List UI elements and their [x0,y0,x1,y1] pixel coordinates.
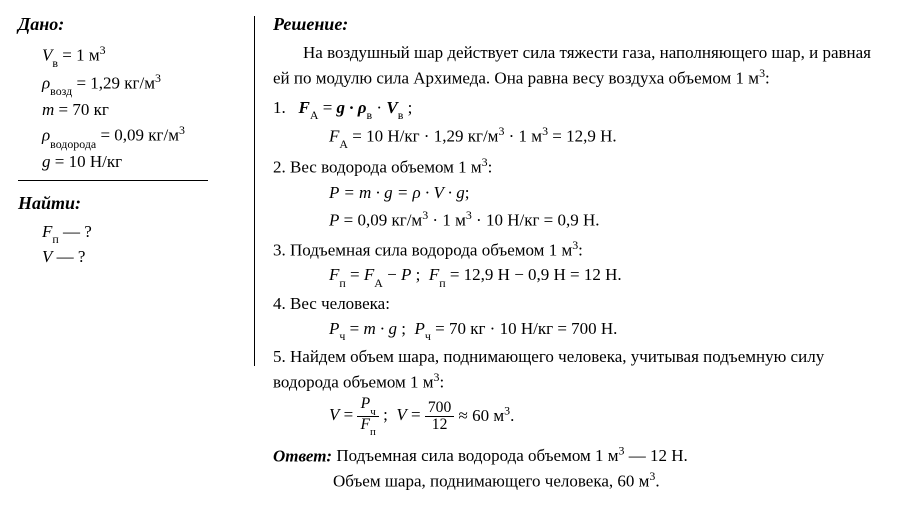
step-3-calc: Fп = FA − P ; Fп = 12,9 Н − 0,9 Н = 12 Н… [273,264,882,288]
step-4-calc: Pч = m · g ; Pч = 70 кг · 10 Н/кг = 700 … [273,318,882,342]
solution-intro: На воздушный шар действует сила тяжести … [273,42,882,91]
answer-block: Ответ: Подъемная сила водорода объемом 1… [273,443,882,494]
fraction-1: Pч Fп [357,396,378,436]
horizontal-divider [18,180,208,181]
right-column: Решение: На воздушный шар действует сила… [255,12,882,510]
step-3-title: 3. Подъемная сила водорода объемом 1 м3: [273,237,882,263]
find-block: Fп — ? V — ? [18,221,243,269]
step-1-calc: FA = 10 Н/кг · 1,29 кг/м3 · 1 м3 = 12,9 … [273,123,882,150]
step-4-title: 4. Вес человека: [273,293,882,316]
left-column: Дано: Vв = 1 м3 ρвозд = 1,29 кг/м3 m = 7… [18,12,255,510]
answer-line-2: Объем шара, поднимающего человека, 60 м3… [273,468,660,494]
answer-line-1: Подъемная сила водорода объемом 1 м3 — 1… [336,446,687,465]
step-5-calc: V = Pч Fп ; V = 700 12 ≈ 60 м3. [273,396,882,436]
given-item: g = 10 Н/кг [42,151,243,174]
find-heading: Найти: [18,191,243,215]
step-2-formula: P = m · g = ρ · V · g; [273,182,882,205]
vertical-divider [254,16,256,366]
step-5-title: 5. Найдем объем шара, поднимающего челов… [273,346,882,395]
step-1: 1. FA = g · ρв · Vв ; [273,97,882,121]
given-item: m = 70 кг [42,99,243,122]
given-block: Vв = 1 м3 ρвозд = 1,29 кг/м3 m = 70 кг ρ… [18,42,243,173]
answer-label: Ответ: [273,446,332,465]
given-item: ρвозд = 1,29 кг/м3 [42,70,243,97]
given-item: Vв = 1 м3 [42,42,243,69]
given-item: ρводорода = 0,09 кг/м3 [42,122,243,149]
page-root: Дано: Vв = 1 м3 ρвозд = 1,29 кг/м3 m = 7… [18,12,882,510]
given-heading: Дано: [18,12,243,36]
step-2-title: 2. Вес водорода объемом 1 м3: [273,154,882,180]
solution-heading: Решение: [273,12,882,36]
fraction-2: 700 12 [425,400,454,434]
step-5-tail: ≈ 60 м3. [459,406,515,425]
find-item: V — ? [42,246,243,269]
find-item: Fп — ? [42,221,243,245]
step-2-calc: P = 0,09 кг/м3 · 1 м3 · 10 Н/кг = 0,9 Н. [273,207,882,233]
